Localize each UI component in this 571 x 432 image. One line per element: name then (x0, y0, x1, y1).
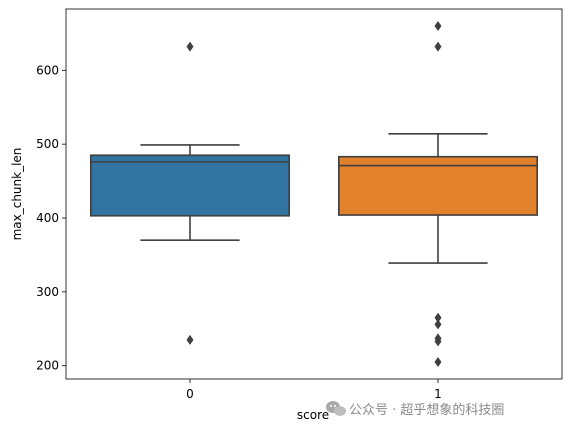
outlier-point (434, 20, 442, 31)
outlier-point (434, 336, 442, 347)
wechat-icon (326, 401, 346, 416)
box-group (90, 41, 290, 345)
y-tick-label: 600 (36, 63, 59, 77)
outlier-point (434, 312, 442, 323)
x-tick-label: 0 (186, 387, 194, 401)
y-tick-label: 200 (36, 359, 59, 373)
outlier-point (434, 357, 442, 368)
watermark: 公众号 · 超乎想象的科技圈 (326, 401, 504, 418)
outlier-point (186, 334, 194, 345)
outlier-point (434, 319, 442, 330)
x-tick-label: 1 (434, 387, 442, 401)
box-iqr (90, 154, 290, 217)
y-tick-label: 300 (36, 285, 59, 299)
y-tick-label: 500 (36, 137, 59, 151)
box-group (337, 20, 538, 368)
outlier-point (186, 41, 194, 52)
y-axis-label: max_chunk_len (10, 148, 24, 241)
y-tick-label: 400 (36, 211, 59, 225)
boxes (90, 20, 538, 368)
box-iqr (337, 155, 538, 216)
outlier-point (434, 41, 442, 52)
x-axis-label: score (297, 408, 329, 422)
axes-frame (65, 8, 563, 380)
y-axis: 200 300 400 500 600 (36, 63, 66, 373)
watermark-text: 公众号 · 超乎想象的科技圈 (349, 402, 504, 418)
plot-area-border (65, 8, 563, 380)
